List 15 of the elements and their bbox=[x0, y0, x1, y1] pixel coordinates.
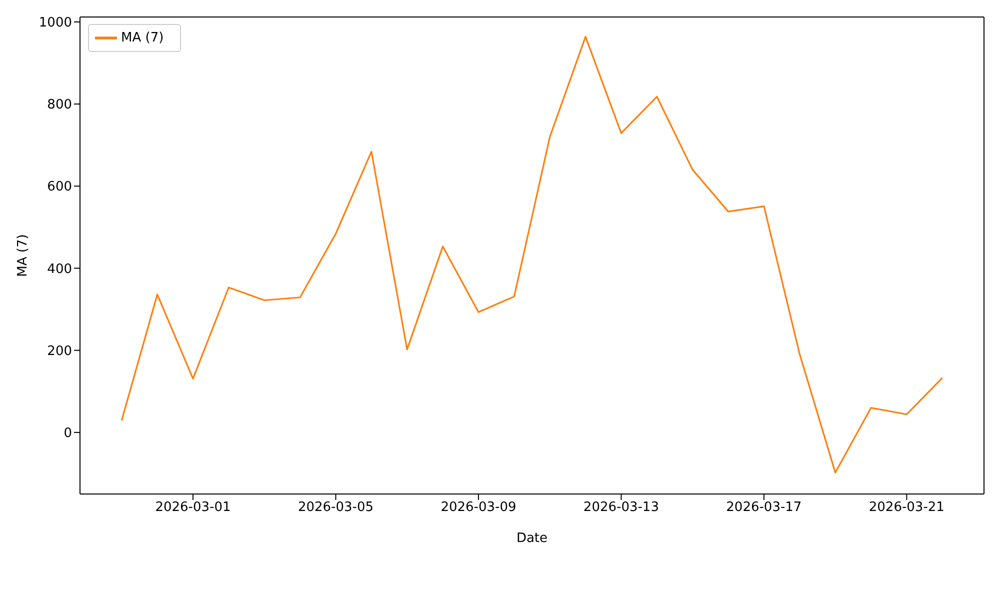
legend-label: MA (7) bbox=[121, 30, 164, 46]
y-tick-label: 0 bbox=[64, 426, 72, 442]
y-tick-label: 200 bbox=[47, 344, 72, 359]
y-tick-label: 800 bbox=[47, 98, 72, 113]
y-tick-label: 400 bbox=[47, 262, 72, 277]
x-tick-label: 2026-03-05 bbox=[298, 500, 374, 516]
y-axis-title: MA (7) bbox=[16, 234, 31, 277]
x-tick-label: 2026-03-17 bbox=[726, 500, 802, 516]
y-tick-label: 1000 bbox=[38, 16, 72, 31]
x-axis-title: Date bbox=[516, 531, 548, 546]
x-tick-label: 2026-03-01 bbox=[155, 500, 231, 516]
x-tick-label: 2026-03-09 bbox=[440, 500, 516, 516]
x-tick-label: 2026-03-21 bbox=[868, 500, 944, 516]
x-tick-label: 2026-03-13 bbox=[583, 500, 659, 516]
y-tick-label: 600 bbox=[47, 180, 72, 195]
